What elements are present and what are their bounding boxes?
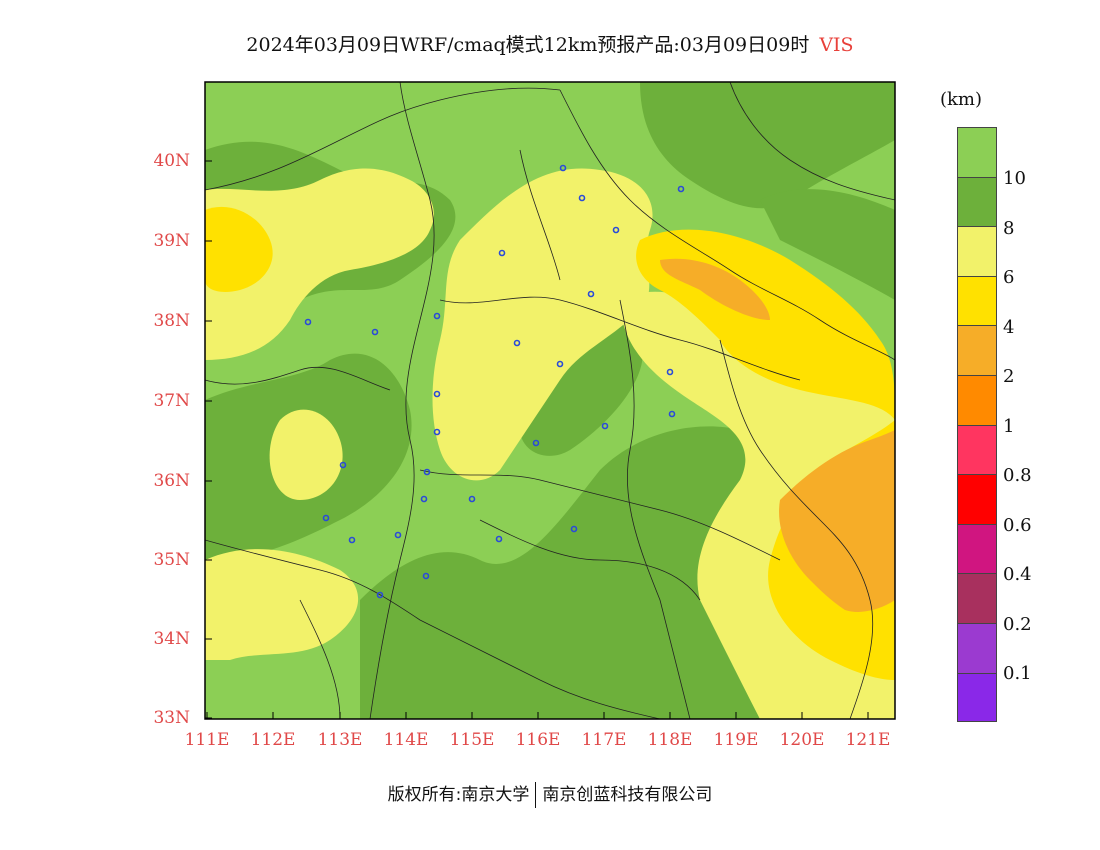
axis-ticks — [205, 160, 869, 719]
lat-label-33n: 33N — [153, 708, 190, 728]
copyright-owner: 版权所有:南京大学 — [387, 785, 530, 805]
vis-6-region — [269, 409, 343, 500]
colorbar-swatch — [957, 375, 997, 425]
colorbar-swatch — [957, 523, 997, 574]
colorbar-swatch — [957, 573, 997, 623]
page-title: 2024年03月09日WRF/cmaq模式12km预报产品:03月09日09时 V… — [0, 30, 1100, 57]
lon-label-121e: 121E — [845, 730, 891, 750]
colorbar-swatch — [957, 424, 997, 475]
variable-name: VIS — [819, 34, 854, 56]
lon-label-114e: 114E — [383, 730, 429, 750]
legend-label-10: 10 — [1003, 168, 1026, 189]
lon-label-111e: 111E — [184, 730, 230, 750]
legend-label-6: 6 — [1003, 267, 1015, 288]
copyright-company: 南京创蓝科技有限公司 — [542, 785, 713, 805]
colorbar-swatch — [957, 127, 997, 177]
colorbar-swatch — [957, 474, 997, 524]
lon-label-119e: 119E — [713, 730, 759, 750]
lon-label-115e: 115E — [449, 730, 495, 750]
legend-label-0-4: 0.4 — [1003, 564, 1032, 585]
vis-8-region — [640, 82, 895, 209]
title-text: 2024年03月09日WRF/cmaq模式12km预报产品:03月09日09时 — [246, 34, 810, 56]
vis-6-region — [432, 168, 653, 481]
vis-2-region — [779, 430, 895, 612]
lon-label-117e: 117E — [581, 730, 627, 750]
legend-label-1: 1 — [1003, 416, 1015, 437]
legend-label-4: 4 — [1003, 317, 1015, 338]
vis-6-region — [205, 549, 359, 660]
lon-label-116e: 116E — [515, 730, 561, 750]
colorbar-swatch — [957, 325, 997, 375]
vis-2-region — [660, 258, 770, 320]
vis-8-region — [360, 426, 760, 719]
lat-label-37n: 37N — [153, 391, 190, 411]
colorbar-swatch — [957, 176, 997, 227]
vis-4-region — [205, 206, 273, 292]
legend-label-8: 8 — [1003, 218, 1015, 239]
lat-label-34n: 34N — [153, 629, 190, 649]
lat-label-35n: 35N — [153, 550, 190, 570]
vis-8-region — [519, 323, 643, 456]
vis-8-region — [760, 189, 895, 300]
legend-label-2: 2 — [1003, 366, 1015, 387]
lon-label-113e: 113E — [317, 730, 363, 750]
boundary-lines — [205, 82, 895, 719]
lon-label-118e: 118E — [647, 730, 693, 750]
vis-6-region — [205, 168, 434, 360]
copyright-footer: 版权所有:南京大学 南京创蓝科技有限公司 — [0, 780, 1100, 808]
lat-label-36n: 36N — [153, 471, 190, 491]
visibility-field — [205, 82, 895, 719]
colorbar-swatch — [957, 275, 997, 326]
footer-separator — [535, 782, 537, 808]
legend-label-0-1: 0.1 — [1003, 663, 1032, 684]
legend-label-0-8: 0.8 — [1003, 465, 1032, 486]
lat-label-38n: 38N — [153, 311, 190, 331]
lat-label-39n: 39N — [153, 231, 190, 251]
colorbar-swatch — [957, 623, 997, 673]
city-markers — [304, 164, 685, 599]
legend-label-0-2: 0.2 — [1003, 614, 1032, 635]
legend-label-0-6: 0.6 — [1003, 515, 1032, 536]
lon-label-112e: 112E — [250, 730, 296, 750]
lat-label-40n: 40N — [153, 151, 190, 171]
lon-label-120e: 120E — [779, 730, 825, 750]
colorbar-swatch — [957, 226, 997, 276]
colorbar-swatch — [957, 672, 997, 723]
legend-unit: (km) — [940, 89, 983, 110]
